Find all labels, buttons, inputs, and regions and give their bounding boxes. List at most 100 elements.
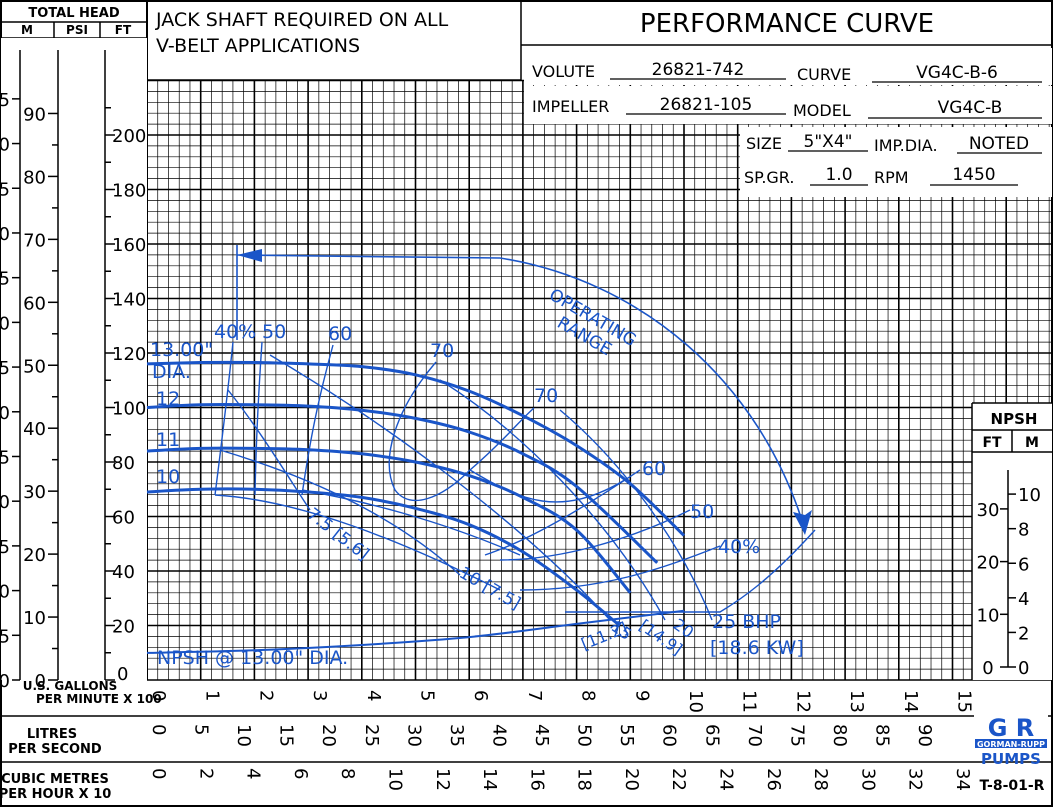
label-dia-12: 12 [156, 388, 180, 410]
gpm-tick-label: 14 [900, 690, 921, 713]
psi-tick-label: 30 [23, 482, 46, 503]
m-tick-label: 50 [0, 224, 10, 245]
gpm-axis-label-line1: U.S. GALLONS [23, 679, 118, 693]
cmh-axis-label-line1: CUBIC METRES [1, 772, 109, 787]
label-eff-40-right: 40% [718, 536, 760, 558]
lps-tick-label: 5 [191, 724, 212, 735]
lps-tick-label: 10 [233, 724, 254, 747]
m-tick-label: 5 [0, 626, 10, 647]
gpm-tick-label: 0 [148, 690, 169, 701]
m-tick-label: 45 [0, 269, 10, 290]
flow-axes: 0 1 2 3 4 5 6 7 8 9 10 11 12 13 14 150 5 10 15 20 25 30 35 40 45… [148, 690, 975, 791]
head-curve-12 [146, 403, 659, 564]
psi-tick-label: 20 [23, 545, 46, 566]
gpm-tick-label: 5 [417, 690, 438, 701]
lps-tick-label: 50 [574, 724, 595, 747]
m-tick-label: 25 [0, 447, 10, 468]
npsh-axis: NPSH FT M 0 10 20 30 0 2 4 6 8 10 [971, 402, 1052, 680]
npsh-m-tick-label: 8 [1018, 520, 1029, 541]
gpm-tick-label: 3 [309, 690, 330, 701]
gpm-tick-label: 4 [363, 690, 384, 701]
curve-label: CURVE [797, 65, 851, 84]
rpm-value: 1450 [952, 165, 995, 185]
label-dia-11: 11 [156, 429, 180, 451]
npsh-m-label: M [1025, 435, 1039, 451]
psi-tick-label: 50 [23, 356, 46, 377]
cmh-tick-label: 16 [526, 768, 547, 791]
label-eff-60-right: 60 [642, 458, 666, 480]
volute-label: VOLUTE [532, 62, 595, 81]
lps-tick-label: 70 [744, 724, 765, 747]
m-tick-label: 10 [0, 582, 10, 603]
efficiency-line-50 [254, 341, 263, 496]
m-tick-label: 40 [0, 313, 10, 334]
lps-tick-label: 80 [829, 724, 850, 747]
m-tick-label: 15 [0, 537, 10, 558]
impdia-value: NOTED [969, 134, 1029, 154]
lps-tick-label: 35 [446, 724, 467, 747]
cmh-tick-label: 6 [290, 768, 311, 779]
gpm-tick-label: 11 [739, 690, 760, 713]
ft-tick-label: 40 [112, 562, 135, 583]
npsh-axis-title: NPSH [991, 410, 1038, 428]
total-head-label: TOTAL HEAD [28, 6, 119, 21]
npsh-m-tick-label: 4 [1018, 589, 1029, 610]
efficiency-line-50-right [499, 509, 691, 561]
lps-tick-label: 15 [276, 724, 297, 747]
gpm-tick-label: 13 [846, 690, 867, 713]
label-dia-13: 13.00" [150, 339, 213, 361]
gpm-tick-label: 7 [524, 690, 545, 701]
m-tick-label: 20 [0, 492, 10, 513]
operating-range-arrow-left [237, 249, 262, 262]
lps-tick-label: 25 [361, 724, 382, 747]
npsh-curve [146, 609, 685, 654]
ft-tick-label: 0 [117, 664, 128, 685]
label-bhp-25: 25 BHP [712, 611, 781, 633]
ft-tick-label: 60 [112, 508, 135, 529]
ft-tick-label: 140 [112, 290, 146, 311]
label-eff-60-top: 60 [328, 323, 352, 345]
efficiency-line-60-low [301, 489, 521, 556]
head-axes: 2040608010012014016018020000102030405060… [0, 38, 147, 692]
label-eff-70-right: 70 [534, 385, 558, 407]
impdia-label: IMP.DIA. [874, 136, 938, 155]
lps-tick-label: 65 [701, 724, 722, 747]
cmh-axis-label-line2: PER HOUR X 10 [0, 787, 111, 802]
m-tick-label: 0 [0, 671, 10, 692]
label-dia-13-suffix: DIA. [152, 361, 191, 383]
operating-range-bottom [565, 529, 816, 613]
cmh-tick-label: 14 [479, 768, 500, 791]
curve-value: VG4C-B-6 [916, 63, 998, 83]
jack-shaft-note-line1: JACK SHAFT REQUIRED ON ALL [155, 9, 449, 31]
gpm-tick-label: 6 [470, 690, 491, 701]
label-npsh-curve: NPSH @ 13.00" DIA. [157, 647, 348, 669]
efficiency-line-70 [388, 361, 535, 501]
volute-value: 26821-742 [652, 60, 745, 80]
efficiency-line-40-low [214, 494, 501, 591]
rpm-label: RPM [874, 168, 909, 187]
cmh-tick-label: 0 [148, 768, 169, 779]
m-tick-label: 30 [0, 403, 10, 424]
npsh-m-tick-label: 2 [1018, 623, 1029, 644]
operating-range-arrow-right [793, 510, 812, 535]
lps-tick-label: 0 [148, 724, 169, 735]
label-eff-70-top: 70 [430, 340, 454, 362]
gpm-axis-label-line2: PER MINUTE X 100 [36, 692, 162, 706]
m-column-label: M [21, 23, 33, 37]
bhp-line-20 [439, 379, 666, 621]
efficiency-line-60 [301, 344, 334, 496]
model-label: MODEL [793, 101, 851, 120]
ft-tick-label: 200 [112, 126, 146, 147]
gpm-tick-label: 10 [685, 690, 706, 713]
cmh-tick-label: 18 [574, 768, 595, 791]
npsh-m-tick-label: 6 [1018, 554, 1029, 575]
chart-title: PERFORMANCE CURVE [640, 9, 934, 39]
size-value: 5"X4" [804, 132, 853, 152]
head-curve-10 [146, 487, 621, 627]
ft-tick-label: 160 [112, 235, 146, 256]
gpm-tick-label: 2 [255, 690, 276, 701]
bhp-line-7-5 [227, 389, 311, 511]
lps-tick-label: 40 [488, 724, 509, 747]
lps-tick-label: 85 [871, 724, 892, 747]
